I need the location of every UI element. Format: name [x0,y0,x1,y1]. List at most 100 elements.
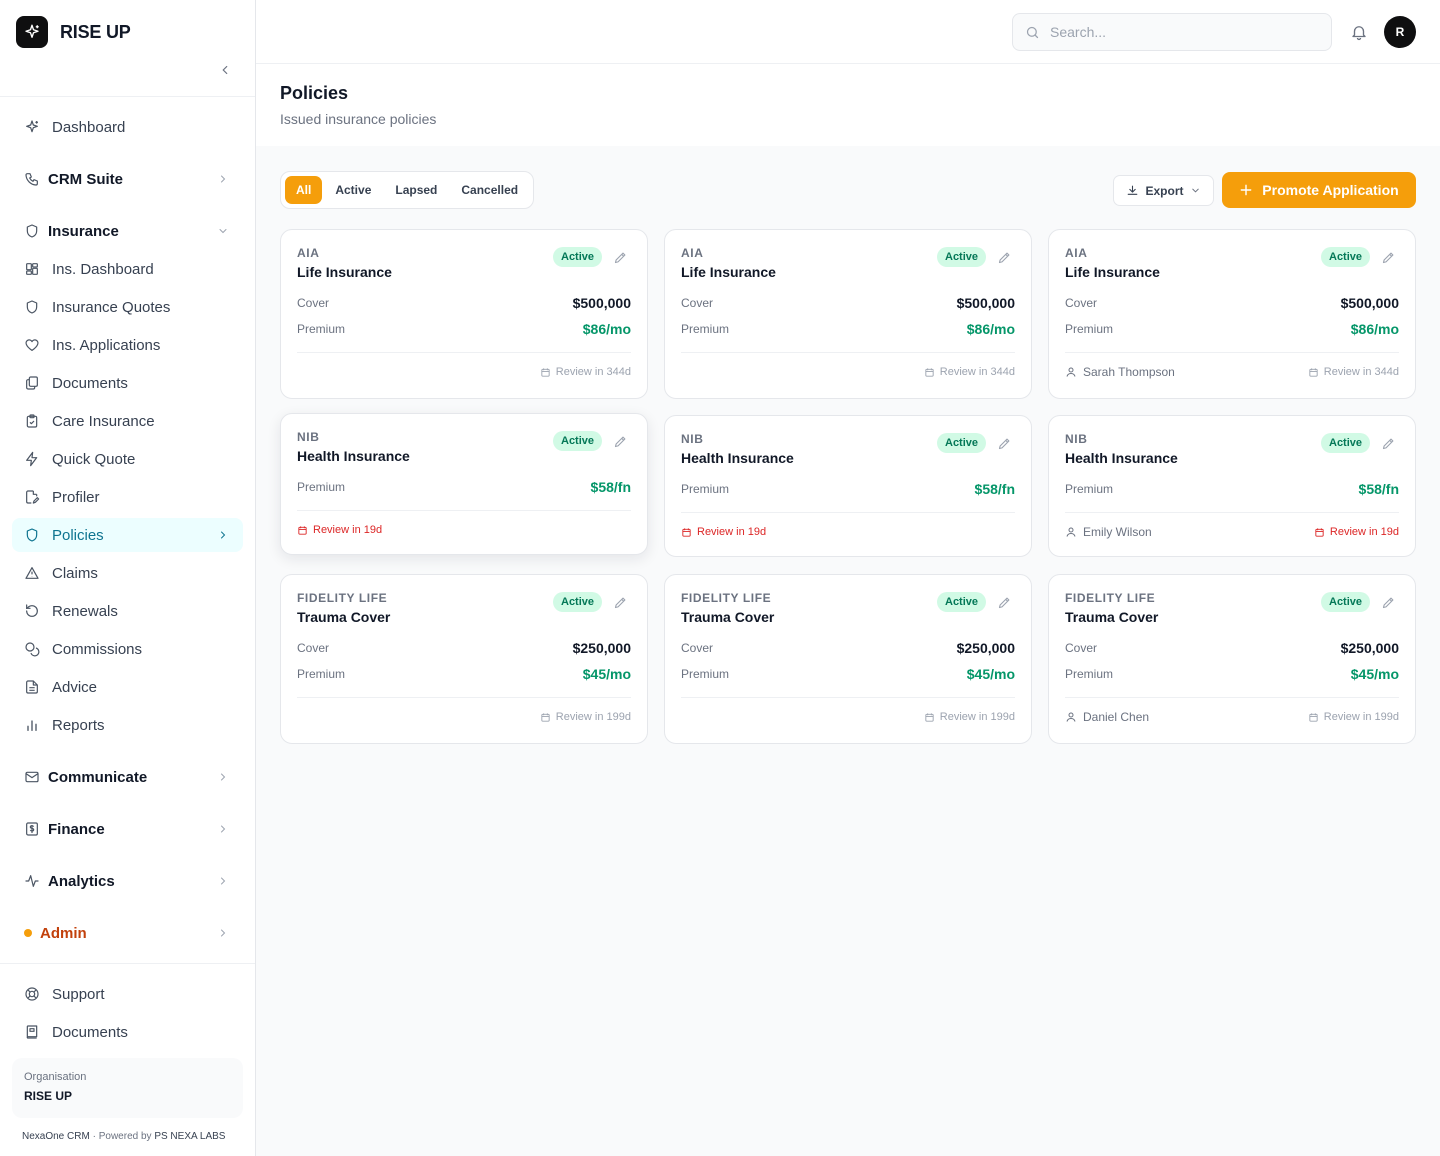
pencil-icon [998,438,1009,449]
status-badge: Active [1321,592,1371,612]
card-footer: Review in 199d [297,711,631,723]
premium-value: $45/mo [582,666,631,682]
sidebar-item-support[interactable]: Support [12,977,243,1011]
lifebuoy-icon [24,986,40,1002]
review-due-text: Review in 199d [939,711,1015,723]
review-due: Review in 199d [924,711,1015,723]
edit-policy-button[interactable] [611,432,629,450]
card-footer: Sarah Thompson Review in 344d [1065,365,1399,379]
sidebar-section-insurance[interactable]: Insurance [12,214,243,248]
promote-application-button[interactable]: Promote Application [1222,172,1416,208]
user-icon [1066,527,1076,537]
page-subtitle: Issued insurance policies [280,111,437,127]
client-link[interactable]: Sarah Thompson [1065,365,1175,379]
sidebar-item-ins-applications[interactable]: Ins. Applications [12,328,243,362]
edit-policy-button[interactable] [1379,593,1397,611]
cover-row: Cover $500,000 [681,295,1015,311]
edit-policy-button[interactable] [995,593,1013,611]
calendar-icon [682,527,691,537]
edit-policy-button[interactable] [1379,434,1397,452]
policy-card[interactable]: NIB Health Insurance Active Premium $58/… [1048,415,1416,557]
edit-policy-button[interactable] [995,434,1013,452]
premium-row: Premium $86/mo [681,321,1015,337]
calendar-icon [1309,712,1318,722]
card-divider [681,512,1015,513]
review-due: Review in 199d [540,711,631,723]
policy-card[interactable]: FIDELITY LIFE Trauma Cover Active Cover … [280,574,648,744]
cover-value: $250,000 [1340,640,1399,656]
sidebar-divider [0,963,255,964]
client-name: Daniel Chen [1083,710,1150,724]
sidebar-item-documents[interactable]: Documents [12,366,243,400]
sidebar-item-quick-quote[interactable]: Quick Quote [12,442,243,476]
sidebar-item-renewals[interactable]: Renewals [12,594,243,628]
premium-row: Premium $58/fn [297,479,631,495]
premium-row: Premium $58/fn [681,481,1015,497]
edit-policy-button[interactable] [1379,248,1397,266]
premium-label: Premium [681,322,730,336]
organisation-card[interactable]: Organisation RISE UP [12,1058,243,1118]
export-button[interactable]: Export [1113,175,1214,206]
sidebar-item-commissions[interactable]: Commissions [12,632,243,666]
product-name: Health Insurance [681,450,794,466]
edit-policy-button[interactable] [995,248,1013,266]
policy-card[interactable]: NIB Health Insurance Active Premium $58/… [664,415,1032,557]
sidebar-item-reports[interactable]: Reports [12,708,243,742]
footer-app-name: NexaOne CRM [22,1131,90,1142]
client-name: Emily Wilson [1083,525,1152,539]
cover-row: Cover $250,000 [297,640,631,656]
sidebar-item-dashboard[interactable]: Dashboard [12,110,243,144]
policy-card[interactable]: NIB Health Insurance Active Premium $58/… [280,413,648,555]
book-icon [24,1024,40,1040]
sidebar-item-documents-help[interactable]: Documents [12,1015,243,1049]
sidebar-item-label: Policies [52,526,104,544]
search-box[interactable] [1012,13,1332,51]
calendar-icon [1315,527,1324,537]
sidebar-item-advice[interactable]: Advice [12,670,243,704]
sidebar-section-finance[interactable]: Finance [12,812,243,846]
tab-cancelled[interactable]: Cancelled [461,183,519,197]
sidebar-item-care-insurance[interactable]: Care Insurance [12,404,243,438]
calendar-icon [541,367,550,377]
notifications-button[interactable] [1348,21,1370,43]
product-name: Life Insurance [297,264,392,280]
review-due: Review in 19d [681,526,766,538]
sidebar-section-admin[interactable]: Admin [12,916,243,950]
sidebar-item-insurance-quotes[interactable]: Insurance Quotes [12,290,243,324]
brand[interactable]: RISE UP [16,16,131,48]
premium-label: Premium [1065,667,1114,681]
top-bar: R [256,0,1440,64]
card-footer: Review in 344d [297,366,631,378]
calendar-icon [298,525,307,535]
chevron-right-icon [221,929,226,937]
sidebar-section-analytics[interactable]: Analytics [12,864,243,898]
search-input[interactable] [1050,24,1310,40]
sidebar-item-claims[interactable]: Claims [12,556,243,590]
sidebar-item-policies[interactable]: Policies [12,518,243,552]
sidebar-item-profiler[interactable]: Profiler [12,480,243,514]
policy-card[interactable]: AIA Life Insurance Active Cover $500,000… [280,229,648,399]
sidebar-section-crm-suite[interactable]: CRM Suite [12,162,243,196]
premium-row: Premium $45/mo [1065,666,1399,682]
policy-card[interactable]: AIA Life Insurance Active Cover $500,000… [664,229,1032,399]
client-link[interactable]: Emily Wilson [1065,525,1152,539]
user-avatar[interactable]: R [1384,16,1416,48]
edit-policy-button[interactable] [611,248,629,266]
review-due-text: Review in 19d [313,524,383,536]
tab-lapsed[interactable]: Lapsed [395,183,438,197]
sidebar-item-ins-dashboard[interactable]: Ins. Dashboard [12,252,243,286]
policy-card[interactable]: FIDELITY LIFE Trauma Cover Active Cover … [664,574,1032,744]
tab-all[interactable]: All [285,176,323,204]
client-name: Sarah Thompson [1083,365,1175,379]
policy-card[interactable]: FIDELITY LIFE Trauma Cover Active Cover … [1048,574,1416,744]
tab-active[interactable]: Active [335,183,372,197]
alert-triangle-icon [24,565,40,581]
insurer-name: NIB [1065,432,1088,446]
edit-policy-button[interactable] [611,593,629,611]
client-link[interactable]: Daniel Chen [1065,710,1149,724]
policy-card[interactable]: AIA Life Insurance Active Cover $500,000… [1048,229,1416,399]
collapse-sidebar-button[interactable] [214,59,236,81]
insurer-name: NIB [681,432,704,446]
card-footer: Review in 344d [681,366,1015,378]
sidebar-section-communicate[interactable]: Communicate [12,760,243,794]
